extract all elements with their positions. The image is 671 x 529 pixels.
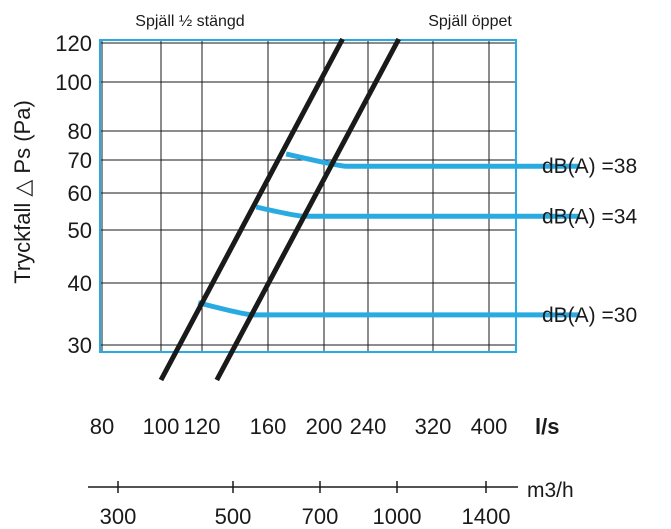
- x-tick-labels: 80 100 120 160 200 240 320 400: [90, 414, 508, 439]
- x-axis-unit: l/s: [535, 414, 559, 439]
- y-tick-label: 120: [55, 31, 92, 56]
- x-tick-label: 160: [250, 414, 287, 439]
- sound-curve-label: dB(A) =34: [542, 205, 637, 228]
- damper-curves: Spjäll ½ stängd Spjäll öppet: [135, 13, 512, 382]
- y-tick-label: 50: [68, 218, 92, 243]
- secondary-tick-label: 1400: [462, 504, 511, 529]
- x-tick-label: 80: [90, 414, 114, 439]
- secondary-tick-label: 1000: [373, 504, 422, 529]
- secondary-tick-label: 300: [100, 504, 137, 529]
- sound-curves: dB(A) =38 dB(A) =34 dB(A) =30: [197, 151, 637, 327]
- damper-curve-label: Spjäll ½ stängd: [135, 13, 244, 30]
- x-tick-label: 100: [143, 414, 180, 439]
- x-tick-label: 200: [306, 414, 343, 439]
- grid: [100, 40, 516, 352]
- x-tick-label: 320: [415, 414, 452, 439]
- y-tick-label: 40: [68, 271, 92, 296]
- y-axis-label: Tryckfall △ Ps (Pa): [10, 100, 35, 284]
- y-tick-label: 80: [68, 119, 92, 144]
- sound-curve-label: dB(A) =30: [542, 304, 637, 327]
- secondary-axis-unit: m3/h: [527, 479, 574, 502]
- x-tick-label: 400: [471, 414, 508, 439]
- damper-curve: [158, 37, 345, 382]
- sound-curve-label: dB(A) =38: [542, 155, 637, 178]
- secondary-tick-label: 500: [215, 504, 252, 529]
- y-tick-label: 60: [68, 181, 92, 206]
- y-tick-label: 30: [68, 333, 92, 358]
- secondary-tick-label: 700: [302, 504, 339, 529]
- secondary-axis: 300 500 700 1000 1400: [88, 481, 518, 529]
- x-tick-label: 240: [350, 414, 387, 439]
- y-tick-labels: 30 40 50 60 70 80 100 120: [55, 31, 92, 358]
- x-tick-label: 120: [184, 414, 221, 439]
- y-tick-label: 100: [55, 70, 92, 95]
- damper-curve-label: Spjäll öppet: [428, 13, 512, 30]
- plot-frame: [99, 39, 517, 353]
- y-tick-label: 70: [68, 148, 92, 173]
- damper-curve: [214, 37, 401, 382]
